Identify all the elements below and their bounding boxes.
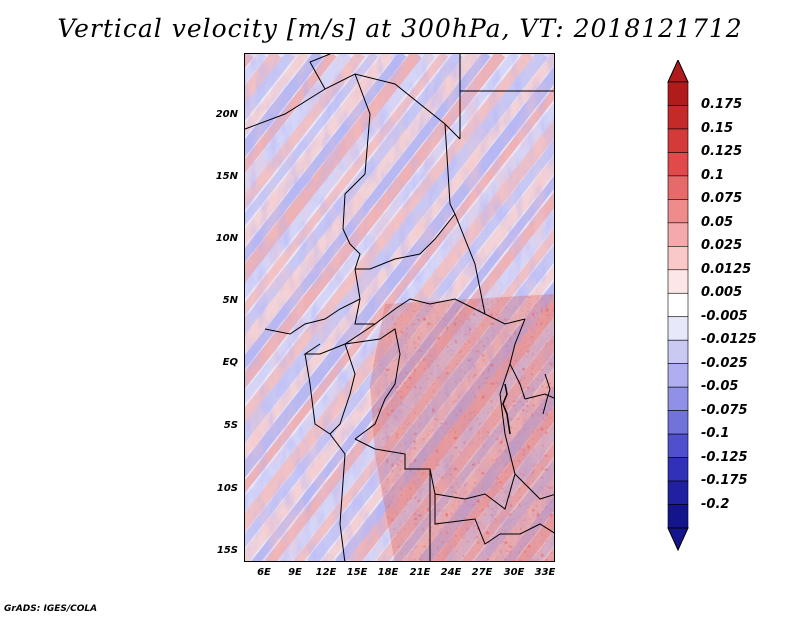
country-borders: [245, 54, 554, 561]
longitude-label: 9E: [288, 567, 302, 578]
colorbar-tick-label: -0.025: [701, 355, 748, 371]
congo-basin-upward-motion: [370, 294, 554, 561]
colorbar-tick-label: -0.075: [701, 402, 748, 418]
colorbar-tick-label: 0.125: [701, 144, 743, 160]
colorbar-swatch: [667, 222, 689, 247]
grads-credit: GrADS: IGES/COLA: [4, 604, 98, 614]
longitude-label: 24E: [440, 567, 462, 578]
latitude-label: 10S: [216, 483, 238, 494]
colorbar-swatch: [667, 433, 689, 458]
colorbar-swatch: [667, 410, 689, 435]
colorbar-tick-label: 0.175: [701, 97, 743, 113]
longitude-label: 6E: [257, 567, 271, 578]
latitude-label: 20N: [215, 109, 238, 120]
colorbar-swatch: [667, 81, 689, 106]
colorbar-tick-label: 0.15: [701, 120, 734, 136]
colorbar-min-arrow: [667, 527, 689, 552]
longitude-label: 21E: [409, 567, 431, 578]
colorbar-swatch: [667, 105, 689, 130]
colorbar-swatch: [667, 152, 689, 177]
colorbar-swatch: [667, 292, 689, 318]
colorbar-tick-label: 0.025: [701, 238, 743, 254]
map-title: Vertical velocity [m/s] at 300hPa, VT: 2…: [57, 14, 743, 43]
vertical-velocity-map: [244, 53, 555, 562]
colorbar-swatch: [667, 339, 689, 364]
longitude-label: 12E: [315, 567, 337, 578]
colorbar: [667, 60, 689, 552]
colorbar-tick-label: -0.0125: [701, 332, 757, 348]
longitude-label: 15E: [346, 567, 368, 578]
colorbar-tick-label: -0.1: [701, 426, 730, 442]
colorbar-swatch: [667, 480, 689, 505]
colorbar-swatch: [667, 199, 689, 224]
colorbar-swatch: [667, 269, 689, 294]
colorbar-tick-label: -0.125: [701, 449, 748, 465]
longitude-label: 33E: [534, 567, 556, 578]
longitude-label: 18E: [377, 567, 399, 578]
colorbar-tick-label: 0.0125: [701, 261, 752, 277]
colorbar-swatch: [667, 363, 689, 388]
colorbar-tick-label: -0.005: [701, 308, 748, 324]
colorbar-max-arrow: [667, 60, 689, 83]
colorbar-swatch: [667, 246, 689, 271]
latitude-label: EQ: [222, 357, 238, 368]
colorbar-tick-label: -0.2: [701, 496, 730, 512]
colorbar-swatch: [667, 457, 689, 482]
colorbar-swatch: [667, 175, 689, 200]
latitude-label: 5S: [223, 420, 238, 431]
longitude-label: 30E: [503, 567, 525, 578]
colorbar-tick-label: 0.005: [701, 285, 743, 301]
colorbar-tick-label: -0.175: [701, 473, 748, 489]
latitude-label: 15N: [215, 171, 238, 182]
velocity-field-plot: [245, 54, 554, 561]
colorbar-tick-label: -0.05: [701, 379, 739, 395]
colorbar-tick-label: 0.05: [701, 214, 734, 230]
colorbar-swatch: [667, 316, 689, 341]
colorbar-tick-label: 0.075: [701, 191, 743, 207]
colorbar-swatch: [667, 386, 689, 411]
latitude-label: 15S: [216, 545, 238, 556]
colorbar-swatch: [667, 504, 689, 529]
colorbar-tick-label: 0.1: [701, 167, 725, 183]
longitude-label: 27E: [471, 567, 493, 578]
latitude-label: 10N: [215, 233, 238, 244]
colorbar-swatch: [667, 128, 689, 153]
latitude-label: 5N: [222, 295, 238, 306]
